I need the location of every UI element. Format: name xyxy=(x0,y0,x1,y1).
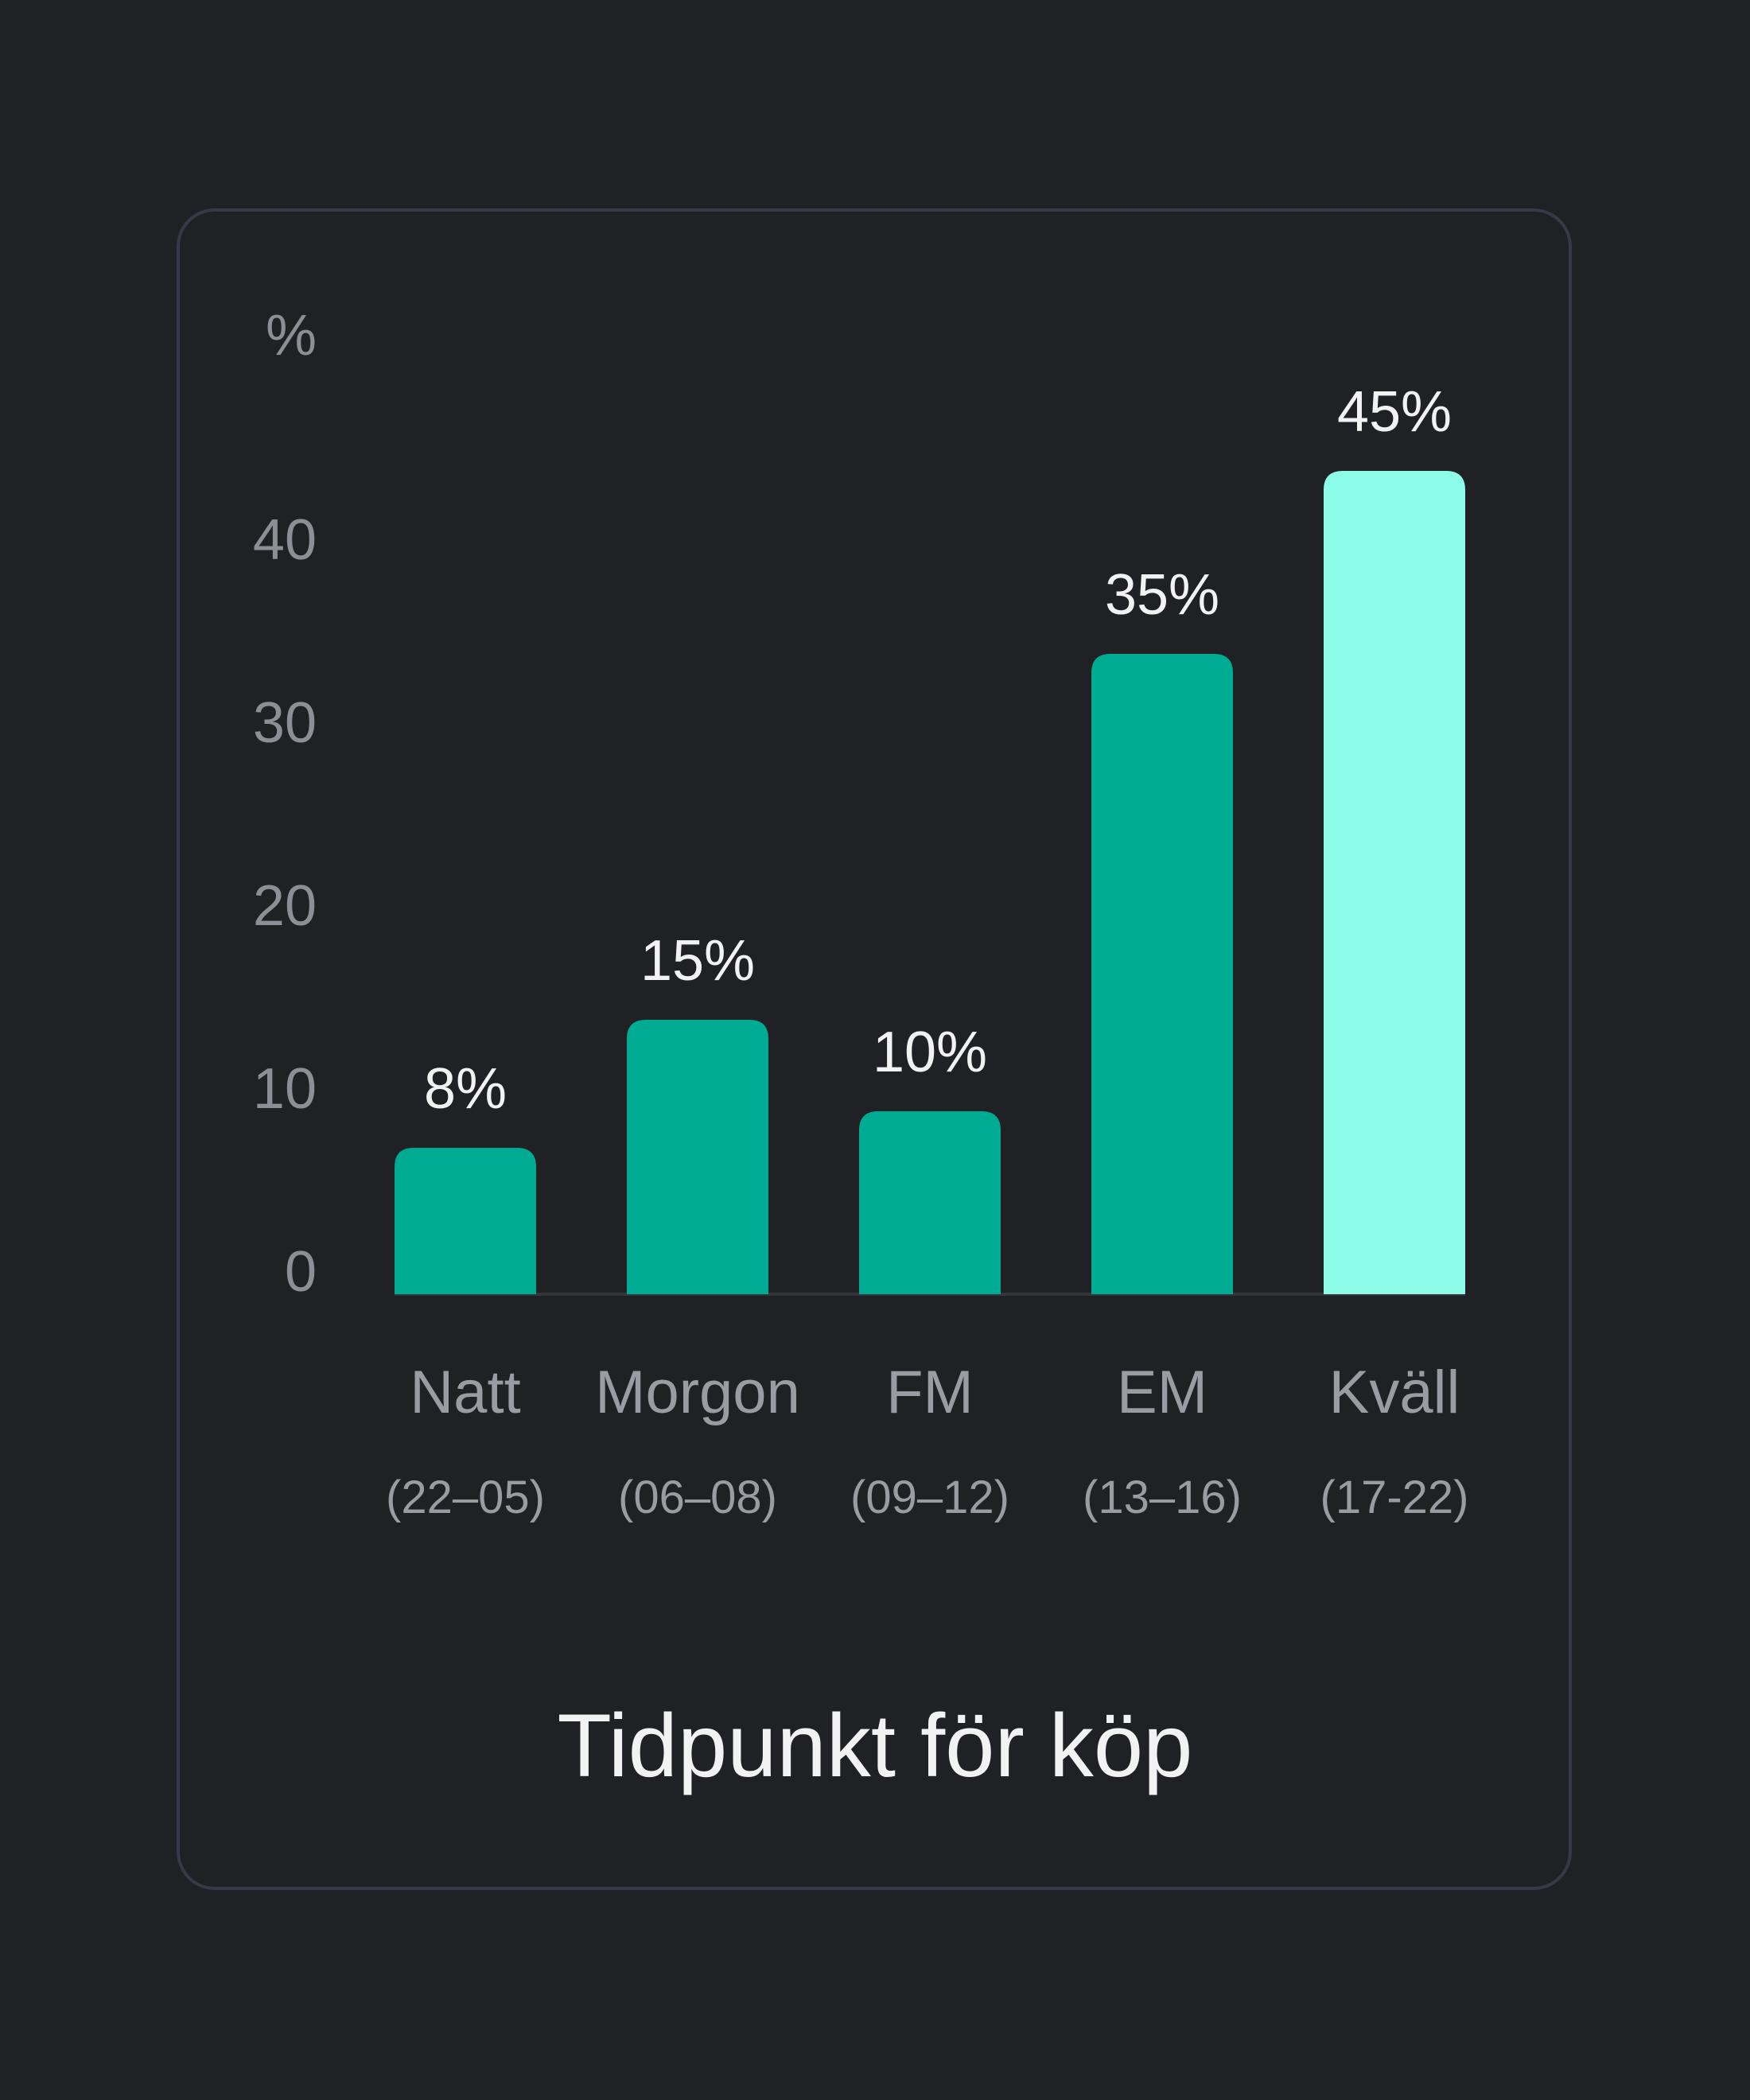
y-tick-label: 20 xyxy=(253,874,317,938)
category-sublabel: (17-22) xyxy=(1320,1472,1469,1523)
bar-kväll xyxy=(1324,471,1465,1294)
bar-em xyxy=(1091,654,1233,1294)
y-axis-label: % xyxy=(266,304,317,368)
category-label: FM xyxy=(886,1359,974,1426)
category-sublabel: (22–05) xyxy=(386,1472,545,1523)
y-tick-label: 40 xyxy=(253,508,317,572)
value-label: 45% xyxy=(1337,380,1452,444)
bars xyxy=(395,471,1465,1294)
category-label: Morgon xyxy=(595,1359,800,1426)
y-axis-ticks: 0 10 20 30 40 xyxy=(253,508,317,1304)
value-label: 35% xyxy=(1105,563,1219,627)
value-label: 8% xyxy=(424,1057,507,1121)
y-tick-label: 30 xyxy=(253,691,317,755)
category-sublabel: (09–12) xyxy=(850,1472,1009,1523)
y-tick-label: 10 xyxy=(253,1057,317,1121)
bar-fm xyxy=(859,1111,1001,1294)
y-tick-label: 0 xyxy=(285,1240,317,1304)
category-sublabel: (13–16) xyxy=(1083,1472,1242,1523)
value-label: 10% xyxy=(873,1021,987,1084)
value-labels: 8% 15% 10% 35% 45% xyxy=(424,380,1452,1121)
bar-natt xyxy=(395,1148,536,1294)
category-label: Kväll xyxy=(1329,1359,1460,1426)
value-label: 15% xyxy=(640,929,755,993)
category-labels: Natt (22–05) Morgon (06–08) FM (09–12) EM (13–1… xyxy=(386,1359,1468,1523)
bar-morgon xyxy=(627,1020,768,1294)
category-label: Natt xyxy=(410,1359,520,1426)
category-label: EM xyxy=(1117,1359,1208,1426)
chart-title: Tidpunkt för köp xyxy=(557,1696,1193,1795)
category-sublabel: (06–08) xyxy=(618,1472,777,1523)
